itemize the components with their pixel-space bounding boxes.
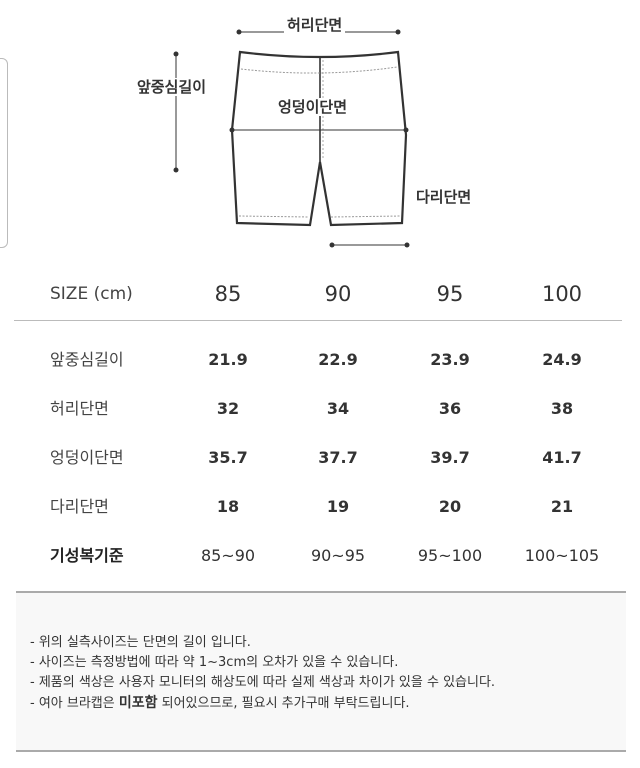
table-row: 기성복기준 85~90 90~95 95~100 100~105	[14, 531, 622, 580]
hip-label: 엉덩이단면	[275, 98, 351, 116]
cell: 20	[438, 497, 462, 516]
shorts-outline	[230, 50, 408, 227]
cell: 32	[216, 399, 240, 418]
dimension-end-dot	[395, 29, 401, 35]
table-row: 허리단면 32 34 36 38	[14, 384, 622, 433]
cell: 22.9	[318, 350, 358, 369]
cell: 37.7	[318, 448, 358, 467]
size-header-label: SIZE (cm)	[50, 284, 133, 304]
front-rise-label: 앞중심길이	[134, 78, 210, 96]
cell: 36	[438, 399, 462, 418]
cell: 100~105	[524, 546, 600, 565]
cell: 90~95	[310, 546, 366, 565]
cell: 39.7	[430, 448, 470, 467]
size-header: 90	[324, 282, 352, 306]
row-label: 기성복기준	[50, 546, 124, 565]
side-panel-edge[interactable]	[0, 58, 8, 248]
cell: 23.9	[430, 350, 470, 369]
notice-line: - 여아 브라캡은 미포함 되어있으므로, 필요시 추가구매 부탁드립니다.	[30, 693, 626, 714]
waist-label: 허리단면	[284, 16, 346, 34]
notice-text: 되어있으므로, 필요시 추가구매 부탁드립니다.	[157, 696, 410, 711]
cell: 21	[550, 497, 574, 516]
dimension-end-dot	[404, 242, 410, 248]
cell: 18	[216, 497, 240, 516]
cell: 35.7	[208, 448, 248, 467]
dimension-end-dot	[329, 242, 335, 248]
cell: 41.7	[542, 448, 582, 467]
dimension-end-dot	[229, 127, 235, 133]
cell: 19	[326, 497, 350, 516]
row-label: 다리단면	[50, 497, 109, 516]
cell: 95~100	[417, 546, 483, 565]
dimension-end-dot	[173, 51, 179, 57]
thigh-label: 다리단면	[413, 188, 475, 206]
notice-line: - 사이즈는 측정방법에 따라 약 1~3cm의 오차가 있을 수 있습니다.	[30, 655, 399, 670]
row-label: 엉덩이단면	[50, 448, 124, 467]
shorts-diagram	[173, 29, 410, 248]
notice-line: - 위의 실측사이즈는 단면의 길이 입니다.	[30, 635, 251, 650]
size-table: SIZE (cm) 85 90 95 100 앞중심길이 21.9 22.9 2…	[14, 270, 622, 580]
size-header: 95	[436, 282, 464, 306]
row-label: 앞중심길이	[50, 350, 124, 369]
table-row: 다리단면 18 19 20 21	[14, 482, 622, 531]
dimension-end-dot	[236, 29, 242, 35]
notice-line: - 제품의 색상은 사용자 모니터의 해상도에 따라 실제 색상과 차이가 있을…	[30, 675, 496, 690]
cell: 24.9	[542, 350, 582, 369]
dimension-end-dot	[403, 127, 409, 133]
notice-emphasis: 미포함	[118, 695, 158, 711]
table-row: 앞중심길이 21.9 22.9 23.9 24.9	[14, 335, 622, 384]
table-row: 엉덩이단면 35.7 37.7 39.7 41.7	[14, 433, 622, 482]
notice-box: - 위의 실측사이즈는 단면의 길이 입니다. - 사이즈는 측정방법에 따라 …	[16, 591, 626, 752]
cell: 38	[550, 399, 574, 418]
cell: 85~90	[200, 546, 256, 565]
cell: 34	[326, 399, 350, 418]
size-header: 85	[214, 282, 242, 306]
table-header-row: SIZE (cm) 85 90 95 100	[14, 270, 622, 321]
row-label: 허리단면	[50, 399, 109, 418]
left-hem-stitching	[238, 215, 310, 218]
right-hem-stitching	[330, 215, 402, 218]
size-header: 100	[541, 282, 583, 306]
waistband-stitching	[240, 66, 398, 74]
notice-text: - 여아 브라캡은	[30, 696, 119, 711]
dimension-end-dot	[173, 167, 179, 173]
cell: 21.9	[208, 350, 248, 369]
